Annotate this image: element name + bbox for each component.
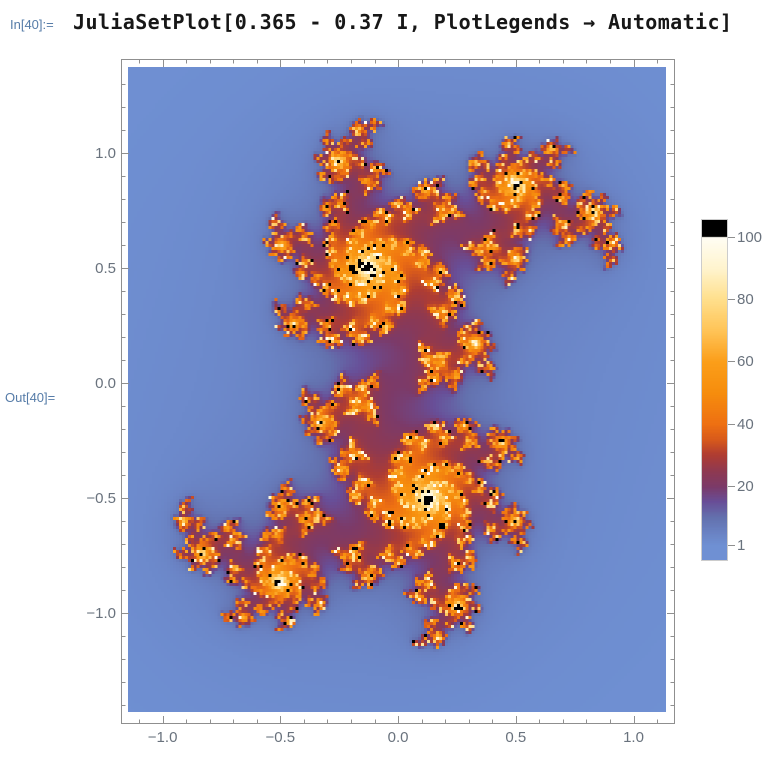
in-cell-label: In[40]:= (10, 17, 54, 32)
legend-tick-label: 1 (737, 537, 746, 554)
legend-tick-label: 20 (737, 477, 754, 495)
input-expression[interactable]: JuliaSetPlot[0.365 - 0.37 I, PlotLegends… (73, 10, 733, 34)
x-tick-label: −1.0 (147, 729, 178, 746)
x-tick-label: 0.0 (387, 729, 409, 746)
y-tick-label: 1.0 (95, 145, 116, 163)
y-tick-label: 0.0 (95, 375, 116, 393)
x-tick-label: −0.5 (265, 729, 296, 746)
y-tick-label: −0.5 (86, 490, 116, 508)
julia-set-canvas (128, 67, 666, 712)
x-tick-label: 1.0 (623, 729, 644, 746)
x-tick-label: 0.5 (505, 729, 527, 746)
legend-tick-label: 40 (737, 415, 754, 433)
y-tick-label: −1.0 (86, 605, 116, 623)
legend-gradient-canvas (701, 219, 728, 561)
out-cell-label: Out[40]= (5, 390, 56, 405)
y-tick-label: 0.5 (95, 260, 116, 278)
legend-tick-label: 100 (737, 229, 763, 246)
legend-tick-label: 80 (737, 291, 754, 309)
legend-tick-label: 60 (737, 353, 754, 371)
